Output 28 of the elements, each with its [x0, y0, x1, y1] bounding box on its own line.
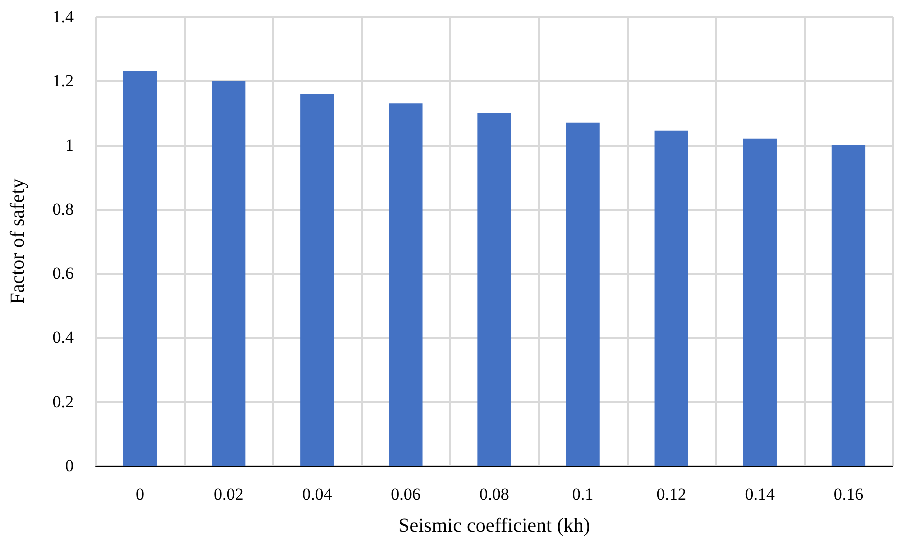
x-tick-label: 0.06 — [391, 485, 421, 504]
y-tick-label: 0.6 — [52, 264, 74, 284]
y-tick-label: 0.2 — [52, 392, 74, 412]
y-tick-label: 0 — [66, 456, 74, 476]
y-axis-title: Factor of safety — [7, 178, 29, 304]
bar — [212, 81, 246, 466]
bar — [832, 145, 866, 466]
x-tick-label: 0.02 — [214, 485, 244, 504]
y-tick-label: 0.8 — [52, 200, 74, 219]
bar — [389, 104, 423, 466]
x-tick-label: 0.04 — [302, 485, 333, 504]
bar — [654, 130, 688, 466]
x-tick-label: 0.08 — [480, 485, 510, 504]
x-tick-label: 0.12 — [656, 485, 686, 504]
x-tick-label: 0.14 — [745, 485, 776, 504]
bar — [123, 72, 158, 466]
x-axis-title: Seismic coefficient (kh) — [398, 515, 590, 537]
bar — [566, 122, 600, 466]
x-tick-label: 0.16 — [834, 485, 864, 504]
bar — [478, 113, 512, 466]
y-tick-label: 1.4 — [52, 8, 74, 26]
y-tick-label: 1 — [66, 136, 74, 155]
y-tick-label: 0.4 — [52, 328, 74, 348]
bar — [300, 94, 334, 466]
y-tick-label: 1.2 — [52, 72, 74, 91]
x-tick-label: 0.1 — [572, 485, 594, 504]
x-tick-label: 0 — [136, 485, 145, 504]
bar — [743, 138, 777, 466]
